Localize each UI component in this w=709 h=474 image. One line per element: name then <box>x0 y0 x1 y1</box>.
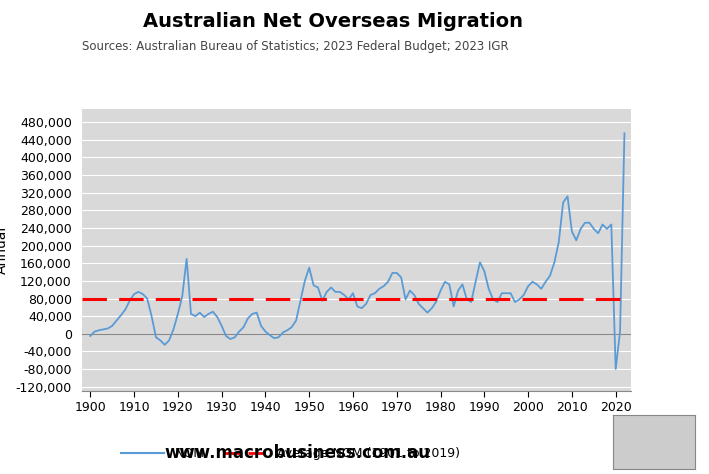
Text: Sources: Australian Bureau of Statistics; 2023 Federal Budget; 2023 IGR: Sources: Australian Bureau of Statistics… <box>82 40 508 53</box>
Text: BUSINESS: BUSINESS <box>618 54 683 66</box>
Text: www.macrobusiness.com.au: www.macrobusiness.com.au <box>164 444 431 462</box>
Legend: NOM, Average NOM (1901 to 2019): NOM, Average NOM (1901 to 2019) <box>116 442 465 465</box>
Text: MACRO: MACRO <box>622 24 679 38</box>
Y-axis label: Annual: Annual <box>0 226 9 274</box>
Text: Australian Net Overseas Migration: Australian Net Overseas Migration <box>143 12 523 31</box>
